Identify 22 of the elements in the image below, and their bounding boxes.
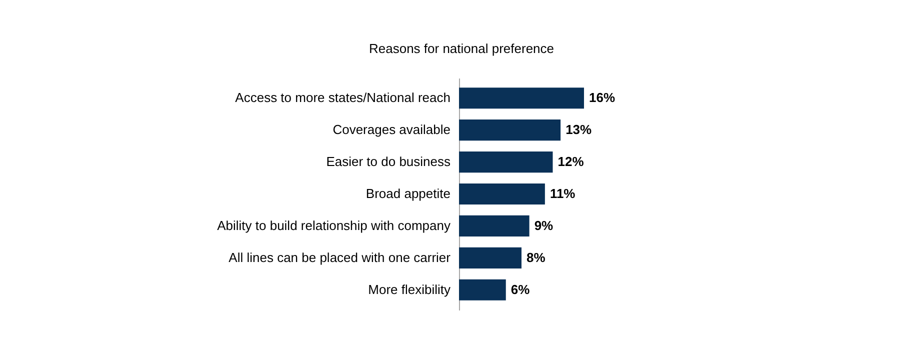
data-label: 8%: [526, 250, 546, 265]
data-label: 12%: [558, 154, 584, 170]
bar: [459, 88, 584, 109]
bar: [459, 183, 545, 205]
bar: [459, 152, 553, 173]
y-tick-label: Coverages available: [332, 122, 450, 138]
data-label: 13%: [566, 122, 592, 138]
bar: [459, 215, 530, 236]
y-tick-label: More flexibility: [368, 282, 451, 297]
bar: [459, 279, 506, 300]
data-label: 9%: [534, 218, 554, 233]
bar: [459, 247, 522, 268]
y-tick-label: Broad appetite: [366, 186, 450, 201]
y-tick-label: Easier to do business: [326, 154, 451, 170]
data-label: 11%: [550, 186, 576, 201]
data-label: 6%: [510, 282, 530, 297]
bar: [459, 120, 561, 141]
data-label: 16%: [589, 90, 616, 106]
y-tick-label: All lines can be placed with one carrier: [228, 250, 452, 265]
y-tick-label: Ability to build relationship with company: [217, 218, 451, 233]
y-tick-label: Access to more states/National reach: [235, 90, 450, 106]
chart-title: Reasons for national preference: [368, 41, 554, 56]
